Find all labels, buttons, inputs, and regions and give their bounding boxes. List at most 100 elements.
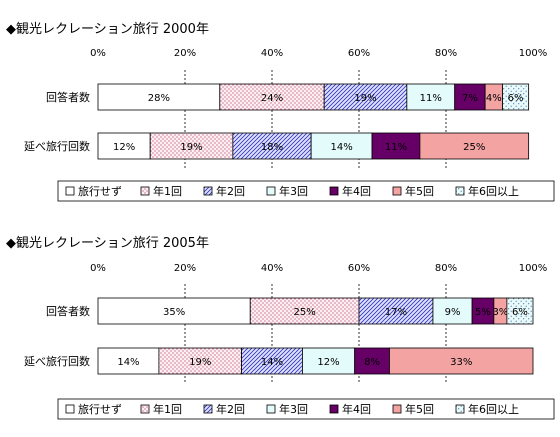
category-label: 延べ旅行回数 bbox=[24, 354, 90, 368]
legend-swatch bbox=[392, 404, 402, 414]
legend-entry: 年4回 bbox=[342, 402, 371, 416]
x-tick-label: 20% bbox=[174, 263, 196, 274]
legend-entry: 旅行せず bbox=[78, 402, 122, 416]
data-label: 6% bbox=[508, 93, 524, 104]
chart-title: ◆観光レクレーション旅行 2000年 bbox=[6, 22, 209, 37]
legend-box bbox=[57, 398, 555, 420]
data-label: 28% bbox=[148, 93, 170, 104]
legend-entry: 年1回 bbox=[153, 184, 182, 198]
legend: 旅行せず 年1回 年2回 年3回 年4回 年5回 年6回以上 bbox=[57, 398, 555, 420]
x-tick-label: 40% bbox=[261, 263, 283, 274]
data-label: 25% bbox=[463, 142, 485, 153]
x-tick-label: 20% bbox=[174, 48, 196, 59]
legend-entry: 年2回 bbox=[216, 402, 245, 416]
bar-segment-旅行せず bbox=[97, 347, 160, 375]
bar-segment-年2回 bbox=[358, 297, 434, 325]
data-label: 14% bbox=[330, 142, 352, 153]
legend-entry: 年5回 bbox=[405, 402, 434, 416]
bar-segment-年4回 bbox=[371, 132, 421, 160]
category-label: 回答者数 bbox=[46, 304, 90, 318]
x-tick-label: 60% bbox=[348, 263, 370, 274]
data-label: 5% bbox=[475, 307, 491, 318]
data-label: 8% bbox=[364, 357, 380, 368]
bar-segment-年1回 bbox=[158, 347, 242, 375]
bar-segment-年5回 bbox=[419, 132, 530, 160]
legend-entry: 年2回 bbox=[216, 184, 245, 198]
data-label: 24% bbox=[261, 93, 283, 104]
bar-segment-年3回 bbox=[432, 297, 473, 325]
legend-entry: 年4回 bbox=[342, 184, 371, 198]
data-label: 11% bbox=[420, 93, 442, 104]
legend-entry: 年6回以上 bbox=[468, 402, 519, 416]
legend-swatch bbox=[392, 186, 402, 196]
bar-segment-年5回 bbox=[389, 347, 534, 375]
data-label: 12% bbox=[113, 142, 135, 153]
legend-swatch bbox=[455, 404, 465, 414]
x-tick-label: 40% bbox=[261, 48, 283, 59]
x-tick-label: 100% bbox=[519, 48, 548, 59]
legend-entry: 年1回 bbox=[153, 402, 182, 416]
legend-swatch bbox=[140, 186, 150, 196]
chart-1: ◆観光レクレーション旅行 2000年 0% 20% 40% 60% 80% 100% 回答者数… bbox=[6, 22, 555, 202]
bar-segment-年6回以上 bbox=[502, 83, 530, 111]
x-tick-label: 100% bbox=[519, 263, 548, 274]
bar-segment-旅行せず bbox=[97, 297, 251, 325]
bar-segment-年3回 bbox=[310, 132, 373, 160]
bar-segment-年2回 bbox=[232, 132, 312, 160]
bar-segment-旅行せず bbox=[97, 132, 151, 160]
data-label: 19% bbox=[354, 93, 376, 104]
data-label: 35% bbox=[163, 307, 185, 318]
data-label: 6% bbox=[512, 307, 528, 318]
data-label: 25% bbox=[294, 307, 316, 318]
legend-entry: 年6回以上 bbox=[468, 184, 519, 198]
chart-title: ◆観光レクレーション旅行 2005年 bbox=[6, 236, 209, 251]
category-label: 延べ旅行回数 bbox=[24, 139, 90, 153]
data-label: 19% bbox=[189, 357, 211, 368]
bar-segment-年2回 bbox=[323, 83, 408, 111]
data-label: 19% bbox=[180, 142, 202, 153]
data-label: 9% bbox=[445, 307, 461, 318]
legend-swatch bbox=[266, 186, 276, 196]
bar-segment-年1回 bbox=[219, 83, 325, 111]
bar-segment-年6回以上 bbox=[506, 297, 534, 325]
legend-box bbox=[57, 180, 555, 202]
data-label: 11% bbox=[385, 142, 407, 153]
legend-entry: 年5回 bbox=[405, 184, 434, 198]
data-label: 33% bbox=[450, 357, 472, 368]
bar-segment-年3回 bbox=[406, 83, 456, 111]
legend-swatch bbox=[140, 404, 150, 414]
data-label: 4% bbox=[486, 93, 502, 104]
category-label: 回答者数 bbox=[46, 90, 90, 104]
legend-entry: 年3回 bbox=[279, 402, 308, 416]
legend: 旅行せず 年1回 年2回 年3回 年4回 年5回 年6回以上 bbox=[57, 180, 555, 202]
chart-2: ◆観光レクレーション旅行 2005年 0% 20% 40% 60% 80% 100% 回答者数… bbox=[6, 236, 555, 420]
data-label: 7% bbox=[462, 93, 478, 104]
bar-segment-年1回 bbox=[149, 132, 234, 160]
data-label: 3% bbox=[492, 307, 508, 318]
legend-swatch bbox=[65, 404, 75, 414]
legend-swatch bbox=[65, 186, 75, 196]
bar-segment-年3回 bbox=[302, 347, 356, 375]
legend-swatch bbox=[329, 404, 339, 414]
data-label: 14% bbox=[117, 357, 139, 368]
x-tick-label: 80% bbox=[435, 48, 457, 59]
data-label: 14% bbox=[261, 357, 283, 368]
bar-segment-年1回 bbox=[249, 297, 360, 325]
legend-entry: 旅行せず bbox=[78, 184, 122, 198]
data-label: 17% bbox=[385, 307, 407, 318]
legend-swatch bbox=[455, 186, 465, 196]
x-tick-label: 60% bbox=[348, 48, 370, 59]
legend-swatch bbox=[329, 186, 339, 196]
x-tick-label: 0% bbox=[90, 263, 106, 274]
legend-entry: 年3回 bbox=[279, 184, 308, 198]
x-tick-label: 80% bbox=[435, 263, 457, 274]
bar-segment-年4回 bbox=[454, 83, 486, 111]
legend-swatch bbox=[203, 404, 213, 414]
data-label: 12% bbox=[317, 357, 339, 368]
legend-swatch bbox=[266, 404, 276, 414]
data-label: 18% bbox=[261, 142, 283, 153]
legend-swatch bbox=[203, 186, 213, 196]
x-tick-label: 0% bbox=[90, 48, 106, 59]
